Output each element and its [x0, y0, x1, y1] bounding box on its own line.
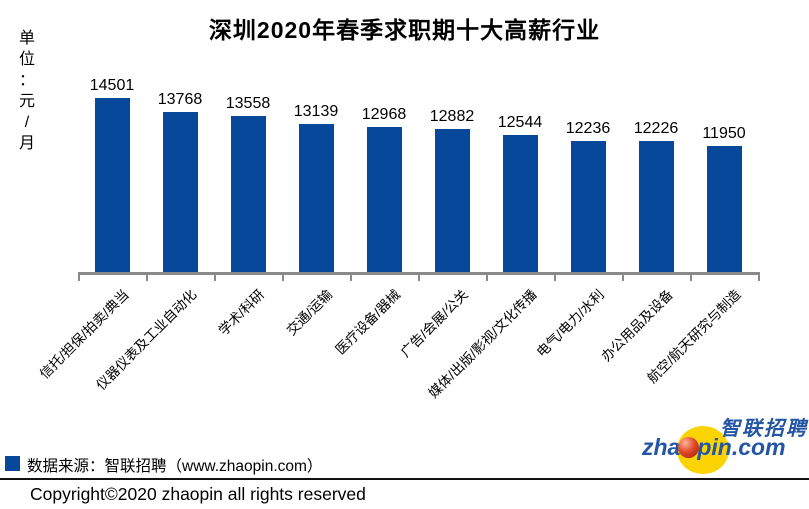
bar-value-label: 12882 — [429, 108, 475, 125]
axis-tick — [146, 272, 148, 281]
bar-value-label: 13558 — [225, 95, 271, 112]
unit-char: 位 — [18, 51, 35, 68]
logo-domain-suffix: pin.com — [697, 434, 786, 460]
unit-char: 元 — [18, 93, 35, 110]
bar — [298, 124, 334, 272]
category-label: 学术/科研 — [215, 286, 268, 339]
bar — [638, 141, 674, 272]
bar — [570, 141, 606, 272]
axis-tick — [758, 272, 760, 281]
bar-value-label: 12968 — [361, 106, 407, 123]
logo-cn-text: 智联招聘 — [720, 418, 808, 440]
axis-tick — [214, 272, 216, 281]
data-source-note: 数据来源：智联招聘（www.zhaopin.com） — [27, 458, 323, 475]
axis-tick — [690, 272, 692, 281]
bar-value-label: 12236 — [565, 120, 611, 137]
bar — [502, 135, 538, 272]
logo-domain-text: zha pin.com — [642, 434, 786, 461]
axis-tick — [282, 272, 284, 281]
unit-char: 单 — [18, 30, 35, 47]
copyright-text: Copyright©2020 zhaopin all rights reserv… — [30, 484, 366, 504]
bar — [366, 127, 402, 272]
axis-tick — [418, 272, 420, 281]
bar-value-label: 14501 — [89, 77, 135, 94]
bar — [230, 116, 266, 272]
zhaopin-logo: 智联招聘 zha pin.com — [640, 406, 809, 476]
unit-char: / — [24, 114, 30, 131]
logo-domain-prefix: zha — [642, 434, 681, 460]
axis-tick — [554, 272, 556, 281]
y-axis-unit-label: 单 位 ： 元 / 月 — [12, 28, 42, 154]
bar — [706, 146, 742, 272]
chart-title: 深圳2020年春季求职期十大高薪行业 — [208, 17, 601, 43]
axis-tick — [78, 272, 80, 281]
legend-marker — [5, 456, 20, 471]
axis-tick — [350, 272, 352, 281]
axis-tick — [486, 272, 488, 281]
axis-tick — [622, 272, 624, 281]
bar-value-label: 12226 — [633, 120, 679, 137]
bar — [94, 98, 130, 272]
unit-char: 月 — [18, 135, 35, 152]
bar-value-label: 12544 — [497, 114, 543, 131]
logo-red-ball-icon — [678, 437, 700, 458]
bar-value-label: 13768 — [157, 91, 203, 108]
bar-value-label: 11950 — [702, 125, 746, 142]
unit-char: ： — [18, 72, 35, 89]
bar-value-label: 13139 — [293, 103, 339, 120]
bar — [434, 129, 470, 272]
category-label: 医疗设备/器械 — [332, 286, 404, 358]
category-label: 交通/运输 — [283, 286, 336, 339]
bar — [162, 112, 198, 272]
divider-line — [0, 478, 809, 480]
